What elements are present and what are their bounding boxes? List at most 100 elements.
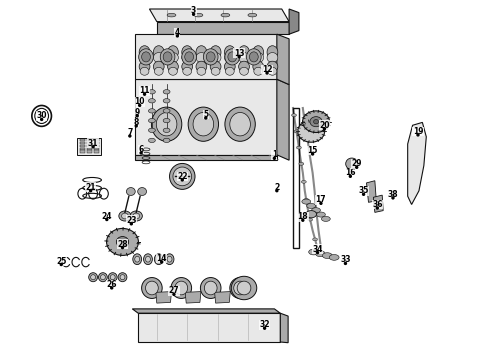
Circle shape [173, 293, 175, 296]
Ellipse shape [182, 61, 193, 72]
Circle shape [144, 93, 146, 95]
Polygon shape [132, 309, 280, 313]
Ellipse shape [168, 61, 178, 72]
Circle shape [161, 261, 163, 263]
Bar [80, 145, 85, 147]
Text: 30: 30 [36, 112, 47, 121]
Ellipse shape [224, 46, 235, 59]
Text: 28: 28 [117, 240, 128, 249]
Circle shape [111, 287, 113, 289]
Circle shape [349, 175, 351, 177]
Ellipse shape [309, 249, 318, 255]
Ellipse shape [188, 107, 219, 141]
Ellipse shape [321, 216, 330, 221]
Ellipse shape [183, 67, 192, 75]
Ellipse shape [146, 281, 158, 295]
Circle shape [417, 134, 419, 136]
Ellipse shape [329, 255, 339, 260]
Ellipse shape [138, 188, 147, 195]
Ellipse shape [120, 240, 125, 244]
Ellipse shape [118, 273, 127, 282]
Ellipse shape [210, 53, 221, 63]
Ellipse shape [196, 61, 207, 72]
Ellipse shape [169, 67, 177, 75]
Ellipse shape [253, 53, 264, 63]
Circle shape [317, 252, 318, 253]
Text: 18: 18 [297, 212, 308, 221]
Ellipse shape [254, 67, 263, 75]
Ellipse shape [196, 53, 207, 63]
Polygon shape [135, 79, 277, 155]
Ellipse shape [167, 13, 176, 17]
Text: 35: 35 [358, 186, 369, 195]
Ellipse shape [163, 90, 170, 94]
Polygon shape [408, 122, 426, 204]
Ellipse shape [301, 180, 306, 183]
Ellipse shape [175, 281, 188, 295]
Ellipse shape [182, 53, 193, 63]
Bar [87, 145, 92, 147]
Circle shape [273, 157, 275, 159]
Ellipse shape [100, 275, 105, 280]
Ellipse shape [133, 254, 142, 265]
Ellipse shape [234, 281, 246, 295]
Ellipse shape [142, 52, 150, 62]
Ellipse shape [156, 256, 161, 262]
Ellipse shape [246, 49, 261, 65]
Text: 23: 23 [126, 216, 137, 225]
Circle shape [60, 264, 62, 266]
Ellipse shape [230, 278, 250, 298]
Text: 29: 29 [351, 159, 362, 168]
Polygon shape [280, 313, 288, 343]
Text: 33: 33 [340, 256, 351, 264]
Ellipse shape [163, 128, 170, 132]
Text: 31: 31 [88, 139, 98, 148]
Circle shape [139, 104, 141, 107]
Polygon shape [149, 9, 289, 22]
Ellipse shape [151, 107, 182, 141]
Bar [80, 139, 85, 141]
Polygon shape [138, 313, 280, 342]
Ellipse shape [193, 112, 214, 136]
Polygon shape [215, 292, 230, 303]
Ellipse shape [108, 273, 117, 282]
Circle shape [122, 247, 123, 249]
Text: 16: 16 [345, 168, 356, 177]
Text: 32: 32 [259, 320, 270, 329]
Ellipse shape [302, 199, 311, 204]
Ellipse shape [148, 90, 155, 94]
Text: 11: 11 [139, 86, 150, 95]
Ellipse shape [144, 254, 152, 265]
Ellipse shape [194, 13, 203, 17]
Polygon shape [277, 79, 289, 160]
Ellipse shape [89, 273, 98, 282]
Bar [80, 142, 85, 144]
Ellipse shape [211, 67, 220, 75]
Ellipse shape [237, 281, 251, 295]
Polygon shape [277, 34, 289, 85]
Circle shape [106, 219, 108, 220]
Ellipse shape [148, 99, 155, 103]
Ellipse shape [310, 117, 322, 127]
Ellipse shape [153, 46, 164, 59]
Ellipse shape [294, 130, 299, 133]
Ellipse shape [168, 46, 178, 59]
Text: 7: 7 [127, 128, 132, 137]
Ellipse shape [267, 46, 278, 59]
Circle shape [266, 72, 268, 74]
Text: 6: 6 [139, 145, 144, 154]
Circle shape [312, 153, 314, 155]
Ellipse shape [148, 109, 155, 113]
Polygon shape [135, 34, 277, 79]
Ellipse shape [170, 163, 195, 189]
Ellipse shape [292, 114, 296, 117]
Circle shape [130, 223, 132, 225]
Ellipse shape [314, 120, 318, 124]
Text: 19: 19 [413, 127, 423, 136]
Ellipse shape [253, 46, 264, 59]
Circle shape [205, 117, 207, 119]
Ellipse shape [225, 49, 240, 65]
Ellipse shape [148, 118, 155, 123]
Bar [87, 139, 92, 141]
Ellipse shape [345, 158, 358, 170]
